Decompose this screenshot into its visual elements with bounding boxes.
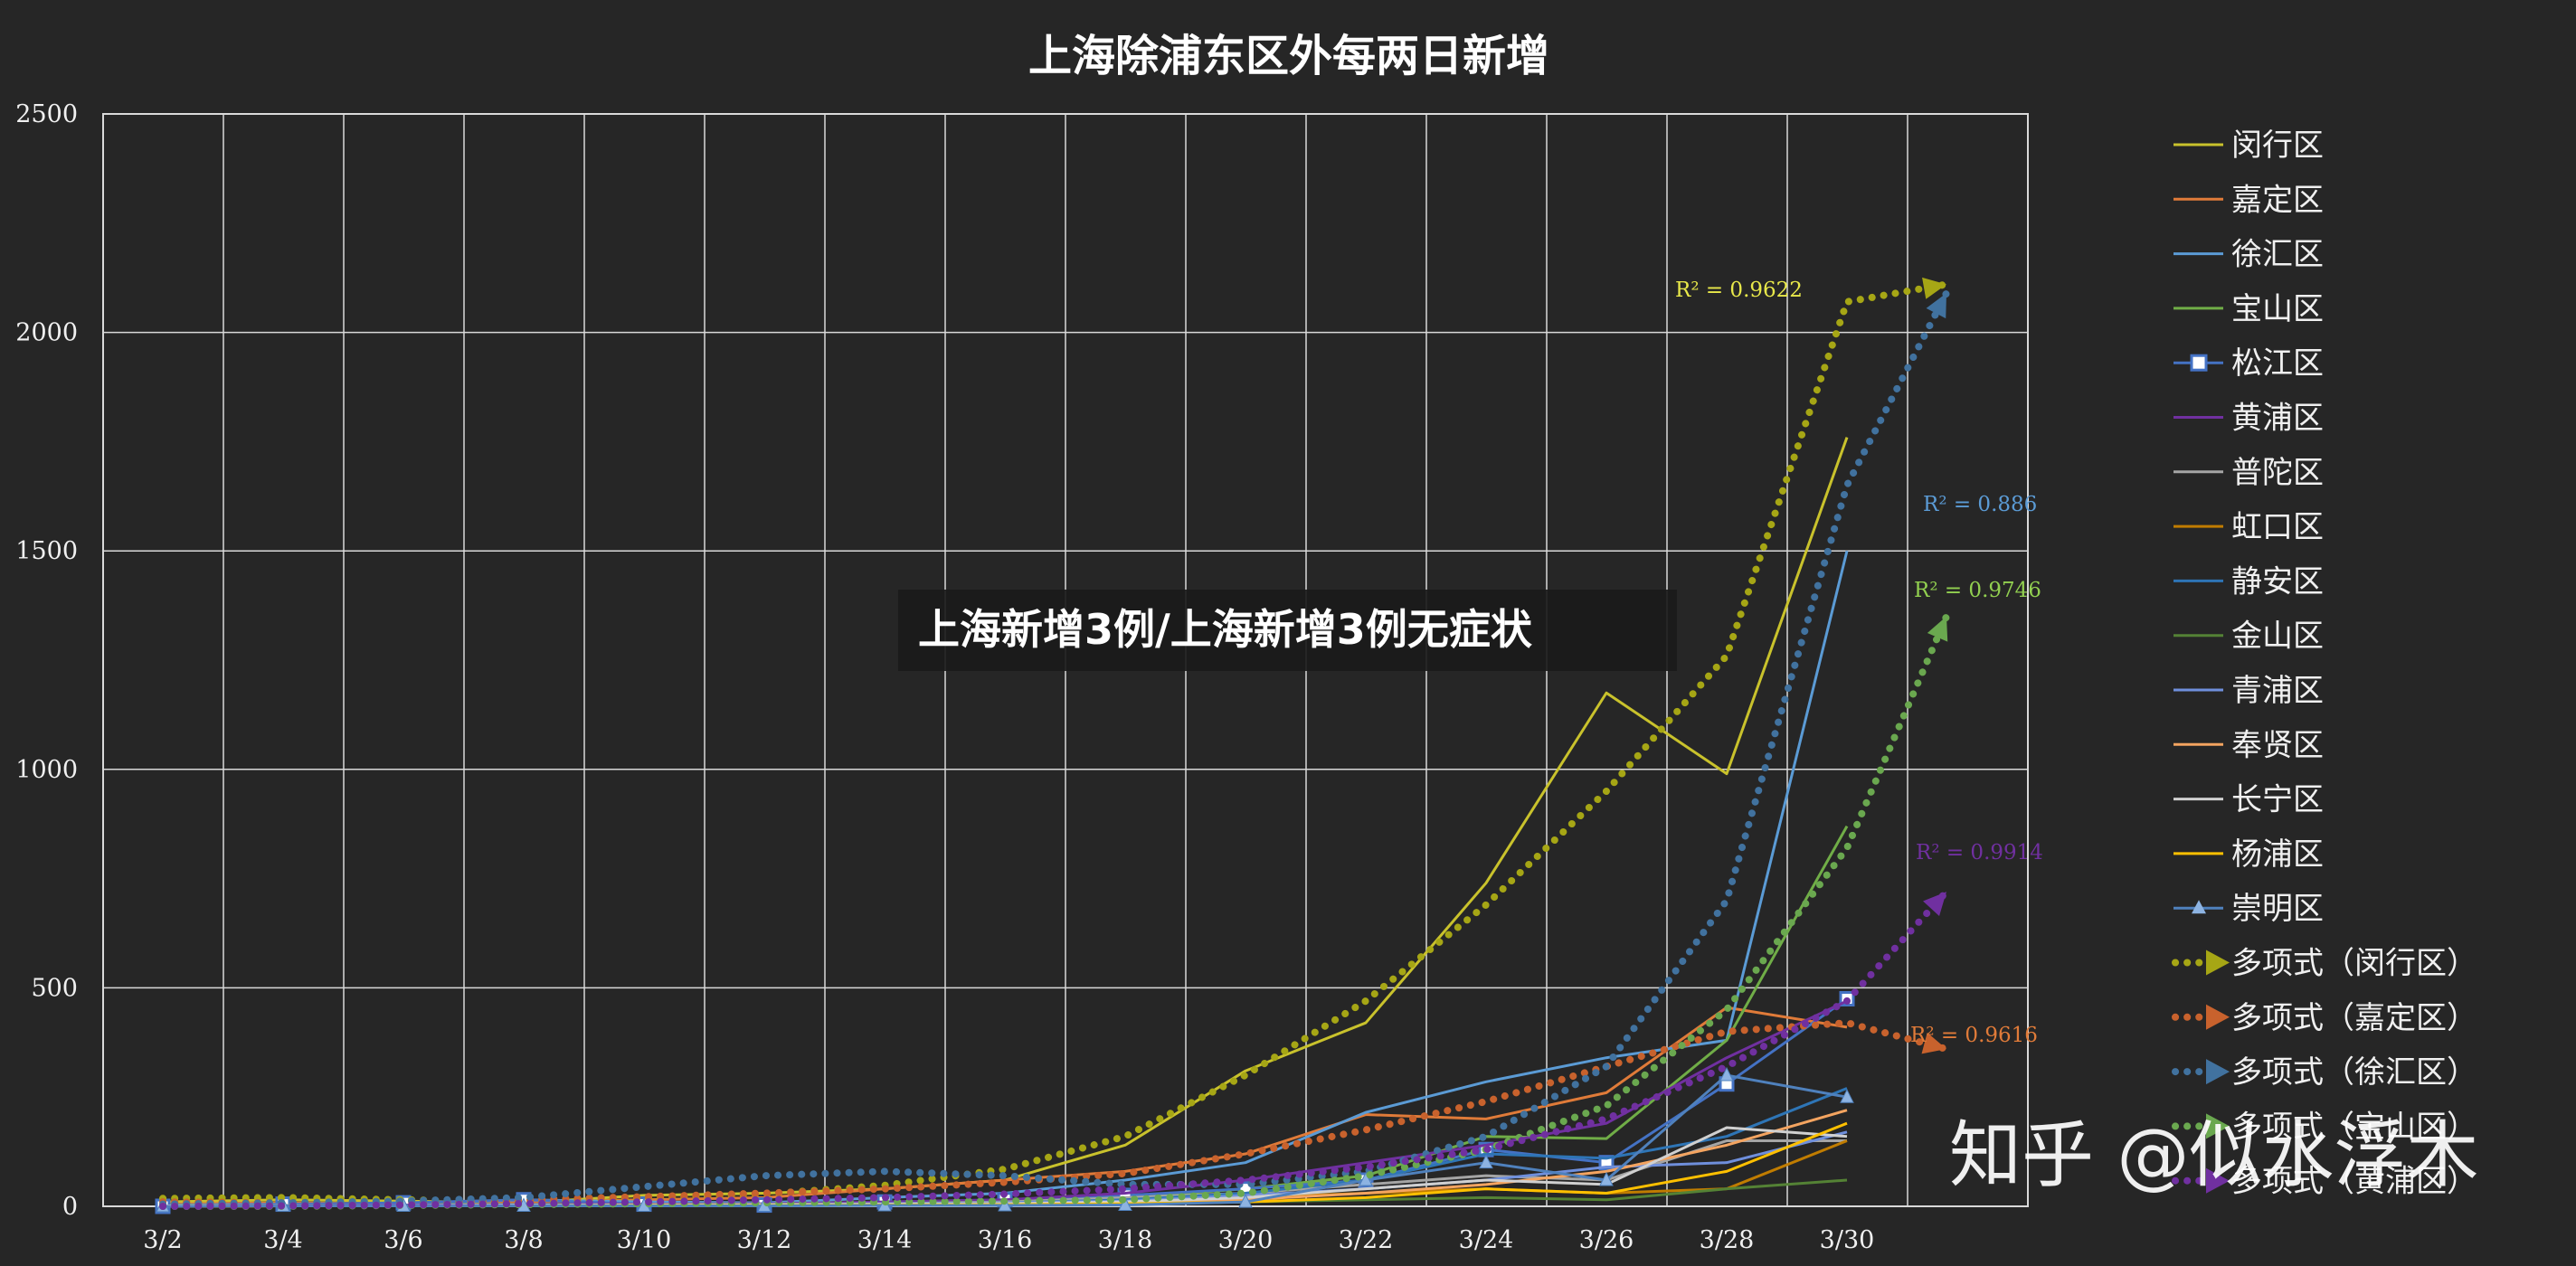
y-tick-label: 1500 xyxy=(15,537,78,565)
x-axis-tick-labels: 3/2 3/4 3/6 3/8 3/10 3/12 3/14 3/16 3/18 3/20 3/22… xyxy=(143,1226,1874,1254)
y-tick-label: 0 xyxy=(62,1193,78,1221)
r2-label: R² = 0.9914 xyxy=(1916,841,2043,864)
x-tick-label: 3/16 xyxy=(978,1226,1033,1254)
legend-entry-label: 静安区 xyxy=(2231,563,2324,600)
x-tick-label: 3/24 xyxy=(1459,1226,1514,1254)
legend-marker-square xyxy=(2190,354,2208,372)
y-tick-label: 1000 xyxy=(15,756,78,784)
data-point-triangle xyxy=(1479,1154,1493,1169)
x-tick-label: 3/12 xyxy=(737,1226,792,1254)
legend-entry-label: 多项式（嘉定区） xyxy=(2231,1000,2477,1036)
data-point-triangle xyxy=(1359,1171,1373,1186)
trendline-arrowhead xyxy=(1927,616,1948,642)
r2-label: R² = 0.886 xyxy=(1923,493,2037,516)
legend-entry-label: 多项式（黄浦区） xyxy=(2231,1164,2477,1200)
data-point-triangle xyxy=(1599,1171,1614,1186)
r2-label: R² = 0.9746 xyxy=(1914,579,2041,602)
legend-entry-label: 多项式（徐汇区） xyxy=(2231,1054,2477,1091)
legend-entry-label: 奉贤区 xyxy=(2231,727,2324,763)
x-tick-label: 3/6 xyxy=(384,1226,422,1254)
legend-entry-label: 徐汇区 xyxy=(2231,237,2324,273)
y-tick-label: 2000 xyxy=(15,319,78,347)
trendline xyxy=(159,289,1950,1208)
legend-entry-label: 青浦区 xyxy=(2231,673,2324,709)
legend-marker-triangle xyxy=(2192,900,2206,914)
r2-label: R² = 0.9622 xyxy=(1675,279,1803,302)
x-tick-label: 3/8 xyxy=(504,1226,543,1254)
legend: 闵行区嘉定区徐汇区宝山区松江区黄浦区普陀区虹口区静安区金山区青浦区奉贤区长宁区杨… xyxy=(2172,128,2477,1200)
legend-entry-label: 多项式（闵行区） xyxy=(2231,946,2477,982)
x-tick-label: 3/4 xyxy=(263,1226,302,1254)
legend-swatch-arrow xyxy=(2206,1059,2230,1085)
x-tick-label: 3/20 xyxy=(1218,1226,1274,1254)
legend-swatch-arrow xyxy=(2206,950,2230,976)
r2-labels: R² = 0.9622 R² = 0.9616 R² = 0.886 R² = 0.9… xyxy=(1675,279,2043,1047)
legend-entry-label: 杨浦区 xyxy=(2231,836,2324,873)
overlay-caption-box xyxy=(898,590,1677,671)
y-tick-label: 2500 xyxy=(15,100,78,128)
x-tick-label: 3/28 xyxy=(1700,1226,1755,1254)
legend-entry-label: 普陀区 xyxy=(2231,455,2324,491)
x-tick-label: 3/14 xyxy=(857,1226,913,1254)
data-point-triangle xyxy=(1719,1066,1734,1082)
x-tick-label: 3/22 xyxy=(1339,1226,1394,1254)
watermark: 知乎 @似水浮木 xyxy=(1949,1113,2478,1197)
legend-entry-label: 崇明区 xyxy=(2231,891,2324,927)
legend-swatch-arrow xyxy=(2206,1004,2230,1030)
legend-entry-label: 黄浦区 xyxy=(2231,401,2324,437)
trendline-arrowhead xyxy=(1921,1032,1946,1054)
legend-swatch-arrow xyxy=(2206,1167,2230,1194)
x-tick-label: 3/30 xyxy=(1820,1226,1875,1254)
legend-entry-label: 多项式（宝山区） xyxy=(2231,1109,2477,1145)
y-tick-label: 500 xyxy=(31,974,78,1002)
data-point-triangle xyxy=(1118,1196,1132,1212)
x-tick-label: 3/10 xyxy=(617,1226,672,1254)
trendline-arrowhead xyxy=(1922,277,1946,299)
data-point-triangle xyxy=(1238,1194,1253,1208)
legend-entry-label: 长宁区 xyxy=(2231,782,2324,818)
x-tick-label: 3/18 xyxy=(1098,1226,1153,1254)
overlay-caption: 上海新增3例/上海新增3例无症状 xyxy=(918,605,1533,654)
chart-title: 上海除浦东区外每两日新增 xyxy=(1028,31,1549,81)
y-axis-tick-labels: 0 500 1000 1500 2000 2500 xyxy=(15,100,78,1221)
trendline-arrowhead xyxy=(1923,892,1946,916)
x-tick-label: 3/26 xyxy=(1579,1226,1634,1254)
legend-swatch-arrow xyxy=(2206,1113,2230,1139)
legend-entry-label: 闵行区 xyxy=(2231,128,2324,164)
data-point-triangle xyxy=(1840,1089,1854,1103)
r2-label: R² = 0.9616 xyxy=(1910,1024,2038,1047)
legend-entry-label: 松江区 xyxy=(2231,345,2324,382)
legend-entry-label: 宝山区 xyxy=(2231,291,2324,327)
trendline xyxy=(159,612,1950,1210)
legend-entry-label: 嘉定区 xyxy=(2231,182,2324,218)
trendline-arrowhead xyxy=(1926,293,1946,319)
x-tick-label: 3/2 xyxy=(143,1226,182,1254)
legend-entry-label: 虹口区 xyxy=(2231,509,2324,545)
legend-entry-label: 金山区 xyxy=(2231,619,2324,655)
trendline xyxy=(159,888,1950,1210)
trendlines xyxy=(159,277,1950,1210)
